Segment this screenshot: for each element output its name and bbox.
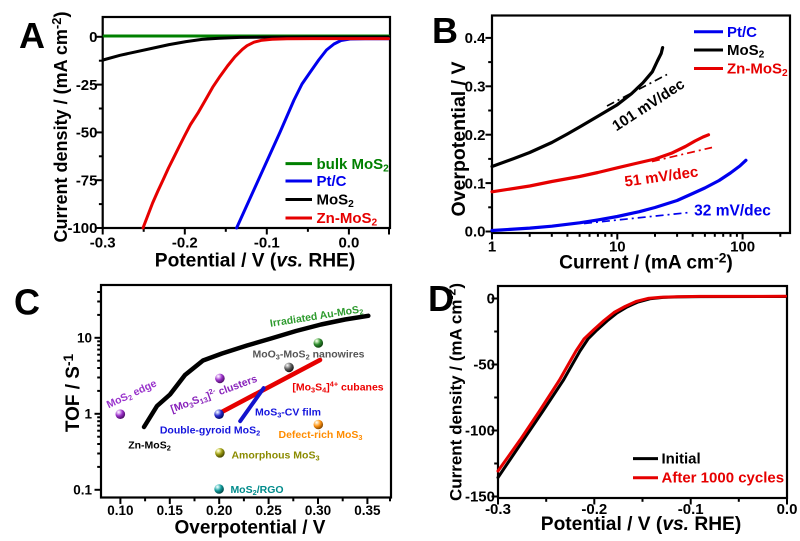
svg-text:0.15: 0.15 — [157, 503, 184, 518]
svg-text:-0.2: -0.2 — [581, 501, 607, 518]
svg-text:0.0: 0.0 — [338, 235, 359, 252]
svg-text:bulk MoS2​: bulk MoS2​ — [317, 156, 390, 175]
svg-text:0.0: 0.0 — [465, 224, 486, 241]
svg-text:10: 10 — [609, 239, 626, 256]
svg-text:Current / (mA cm-2​): Current / (mA cm-2​) — [559, 250, 733, 274]
svg-text:C: C — [14, 282, 40, 323]
svg-text:-0.2: -0.2 — [172, 235, 198, 252]
svg-text:TOF / S-1​: TOF / S-1​ — [61, 353, 84, 432]
svg-text:-0.1: -0.1 — [678, 501, 704, 518]
svg-text:0.30: 0.30 — [305, 503, 331, 518]
svg-text:Pt/C: Pt/C — [317, 173, 347, 190]
svg-text:Zn-MoS2​: Zn-MoS2​ — [727, 61, 788, 80]
svg-text:0.10: 0.10 — [107, 503, 133, 518]
svg-text:-50: -50 — [473, 357, 495, 374]
svg-text:Initial: Initial — [662, 451, 701, 468]
svg-text:Zn-MoS2​: Zn-MoS2​ — [317, 210, 378, 229]
svg-text:B: B — [432, 10, 458, 51]
svg-text:1: 1 — [84, 407, 92, 422]
svg-text:-75: -75 — [76, 172, 98, 189]
svg-text:0: 0 — [89, 29, 97, 46]
svg-text:MoS2​ edge: MoS2​ edge — [105, 377, 159, 412]
svg-text:Defect-rich MoS3​: Defect-rich MoS3​ — [278, 429, 362, 442]
svg-text:D: D — [428, 278, 454, 319]
svg-text:100: 100 — [730, 239, 755, 256]
svg-text:-100: -100 — [67, 220, 97, 237]
svg-text:MoO3​-MoS2​ nanowires: MoO3​-MoS2​ nanowires — [252, 349, 364, 362]
svg-text:A: A — [19, 15, 45, 56]
svg-text:MoS2​: MoS2​ — [727, 42, 765, 61]
svg-text:Zn-MoS2​: Zn-MoS2​ — [128, 440, 171, 453]
svg-text:MoS2​/RGO: MoS2​/RGO — [230, 484, 283, 497]
svg-text:0.2: 0.2 — [465, 127, 486, 144]
svg-text:-0.3: -0.3 — [90, 235, 116, 252]
svg-text:0: 0 — [487, 291, 495, 308]
svg-text:-150: -150 — [465, 489, 495, 506]
svg-text:0.1: 0.1 — [465, 175, 486, 192]
svg-text:Pt/C: Pt/C — [727, 24, 757, 41]
svg-text:Amorphous MoS3​: Amorphous MoS3​ — [231, 450, 319, 463]
svg-text:MoS3​-CV film: MoS3​-CV film — [255, 407, 321, 420]
svg-text:-25: -25 — [76, 77, 98, 94]
svg-text:0.0: 0.0 — [777, 501, 798, 518]
svg-text:Current density / (mA cm-2​): Current density / (mA cm-2​) — [49, 12, 71, 243]
svg-text:MoS2​: MoS2​ — [317, 192, 355, 211]
svg-text:1: 1 — [488, 239, 496, 256]
svg-text:0.3: 0.3 — [465, 79, 486, 96]
svg-text:0.35: 0.35 — [354, 503, 381, 518]
svg-text:Potential / V (vs. RHE): Potential / V (vs. RHE) — [541, 514, 741, 535]
svg-text:0.25: 0.25 — [255, 503, 282, 518]
svg-text:-0.3: -0.3 — [485, 501, 511, 518]
svg-text:0.1: 0.1 — [73, 483, 92, 498]
svg-text:-50: -50 — [76, 125, 98, 142]
svg-text:-0.1: -0.1 — [254, 235, 280, 252]
svg-text:0.20: 0.20 — [206, 503, 232, 518]
svg-text:[Mo3​S4​]4+​ cubanes: [Mo3​S4​]4+​ cubanes — [292, 380, 383, 395]
svg-text:-100: -100 — [465, 423, 495, 440]
svg-text:10: 10 — [77, 331, 92, 346]
svg-text:Overpotential / V: Overpotential / V — [175, 518, 326, 539]
svg-text:32 mV/dec: 32 mV/dec — [694, 203, 771, 220]
svg-text:0.4: 0.4 — [465, 30, 487, 47]
svg-text:After 1000 cycles: After 1000 cycles — [662, 470, 785, 487]
svg-text:Current density / (mA cm-2​): Current density / (mA cm-2​) — [445, 283, 466, 501]
svg-text:Potential / V (vs. RHE): Potential / V (vs. RHE) — [155, 251, 355, 272]
svg-text:101 mV/dec: 101 mV/dec — [609, 76, 688, 135]
svg-text:Double-gyroid MoS2​: Double-gyroid MoS2​ — [160, 425, 260, 438]
svg-text:Overpotential / V: Overpotential / V — [448, 62, 470, 217]
svg-text:51 mV/dec: 51 mV/dec — [623, 163, 699, 190]
